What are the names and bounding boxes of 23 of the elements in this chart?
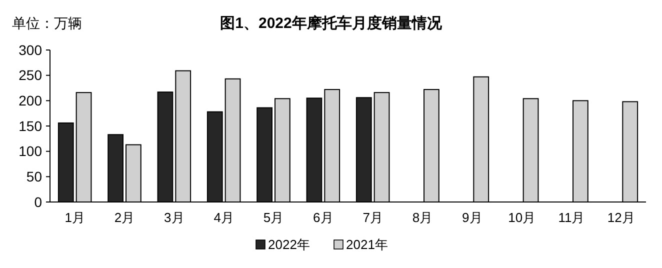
y-tick-label: 50 xyxy=(26,168,42,185)
x-tick-label: 7月 xyxy=(362,210,383,225)
x-tick-label: 11月 xyxy=(558,210,585,225)
x-tick-label: 1月 xyxy=(64,210,85,225)
x-tick-label: 4月 xyxy=(214,210,234,225)
x-tick-label: 5月 xyxy=(263,210,284,225)
text: 单位：万辆 xyxy=(12,15,82,31)
legend-label: 2021年 xyxy=(346,237,388,252)
y-tick-label: 200 xyxy=(18,92,42,109)
y-tick-label: 300 xyxy=(18,42,42,58)
y-tick-label: 0 xyxy=(34,194,42,210)
legend-label: 2022年 xyxy=(268,237,310,252)
y-tick-label: 250 xyxy=(18,67,42,84)
y-tick-label: 100 xyxy=(18,143,42,160)
x-tick-label: 8月 xyxy=(412,210,433,225)
x-tick-label: 9月 xyxy=(462,210,482,225)
chart-title: 图1、2022年摩托车月度销量情况 xyxy=(220,14,443,32)
x-tick-label: 10月 xyxy=(508,210,536,225)
x-tick-label: 12月 xyxy=(607,210,635,225)
x-tick-label: 3月 xyxy=(164,210,184,225)
y-tick-label: 150 xyxy=(18,118,42,134)
x-tick-label: 2月 xyxy=(114,210,135,225)
x-tick-label: 6月 xyxy=(313,210,334,225)
